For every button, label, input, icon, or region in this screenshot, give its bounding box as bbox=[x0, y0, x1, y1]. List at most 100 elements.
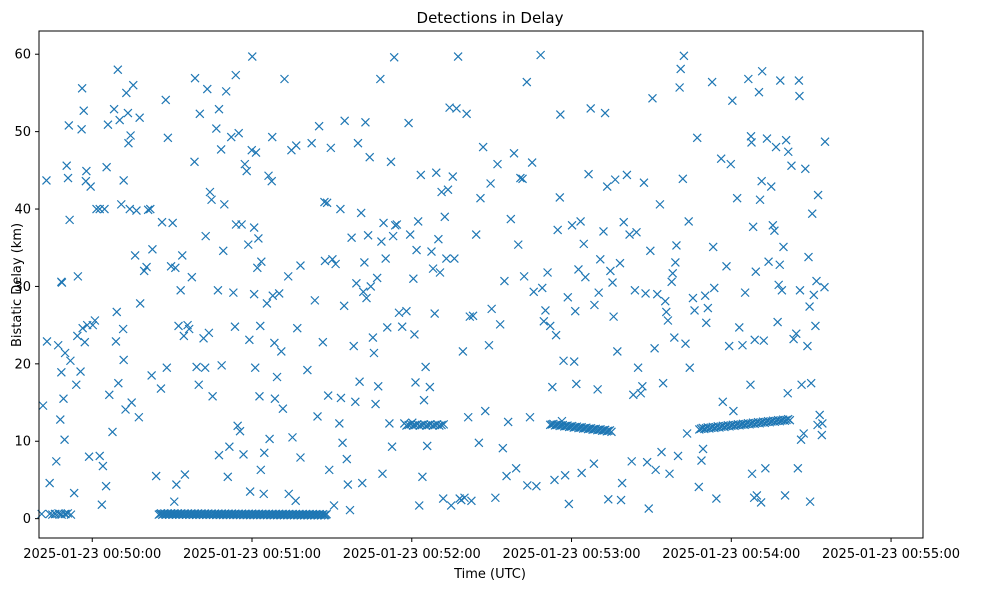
data-point bbox=[88, 320, 98, 330]
data-point bbox=[90, 316, 100, 325]
data-point bbox=[636, 388, 646, 398]
data-point bbox=[807, 209, 817, 219]
data-point bbox=[379, 218, 388, 228]
data-point bbox=[65, 215, 75, 225]
data-point bbox=[127, 398, 137, 407]
data-point bbox=[357, 478, 367, 488]
data-point bbox=[245, 487, 255, 496]
data-point bbox=[593, 384, 603, 394]
data-point bbox=[176, 285, 186, 295]
data-point bbox=[45, 478, 55, 488]
data-point bbox=[727, 96, 737, 106]
data-point bbox=[579, 239, 589, 249]
data-point bbox=[602, 182, 612, 192]
data-point bbox=[627, 456, 637, 466]
data-point bbox=[815, 410, 825, 420]
data-point bbox=[249, 223, 259, 233]
data-point bbox=[612, 347, 622, 356]
data-point bbox=[151, 471, 161, 481]
data-point bbox=[751, 267, 761, 277]
data-point bbox=[42, 175, 51, 185]
data-point bbox=[817, 430, 827, 440]
data-point bbox=[700, 291, 710, 301]
data-point bbox=[345, 505, 355, 515]
data-point bbox=[707, 77, 717, 87]
data-point bbox=[278, 404, 288, 414]
data-point bbox=[324, 465, 334, 475]
data-point bbox=[506, 214, 516, 224]
data-point bbox=[433, 234, 443, 244]
data-point bbox=[553, 225, 563, 235]
data-point bbox=[658, 378, 668, 388]
data-point bbox=[551, 330, 561, 340]
data-point bbox=[125, 204, 135, 214]
data-point bbox=[291, 141, 301, 150]
data-point bbox=[678, 174, 688, 184]
data-point bbox=[453, 52, 463, 61]
data-point bbox=[387, 442, 397, 452]
data-point bbox=[314, 121, 324, 131]
data-point bbox=[616, 495, 626, 505]
data-point bbox=[768, 220, 778, 230]
data-point bbox=[759, 336, 769, 346]
data-point bbox=[813, 190, 823, 200]
data-point bbox=[362, 293, 371, 303]
data-point bbox=[143, 205, 153, 215]
data-point bbox=[701, 318, 711, 328]
data-point bbox=[194, 380, 204, 390]
data-point bbox=[625, 230, 635, 239]
data-point bbox=[226, 132, 236, 142]
data-point bbox=[247, 52, 257, 61]
y-tick-label: 40 bbox=[14, 203, 31, 218]
data-point bbox=[569, 357, 579, 366]
data-point bbox=[95, 451, 105, 461]
data-point bbox=[66, 510, 76, 520]
data-point bbox=[560, 470, 570, 480]
data-point bbox=[541, 306, 550, 315]
y-tick-label: 20 bbox=[14, 357, 31, 372]
data-point bbox=[672, 240, 681, 250]
data-point bbox=[468, 311, 478, 321]
data-point bbox=[375, 74, 385, 84]
data-point bbox=[644, 504, 654, 514]
data-point bbox=[179, 331, 189, 341]
chart-title: Detections in Delay bbox=[417, 9, 564, 27]
data-point bbox=[820, 137, 830, 147]
data-point bbox=[353, 138, 363, 148]
data-point bbox=[347, 233, 357, 243]
data-point bbox=[661, 307, 671, 317]
data-point bbox=[118, 324, 128, 334]
data-point bbox=[256, 465, 266, 475]
data-point bbox=[665, 469, 674, 479]
data-point bbox=[559, 356, 568, 366]
data-point bbox=[218, 246, 228, 256]
data-point bbox=[590, 300, 599, 310]
data-point bbox=[336, 393, 346, 403]
data-point bbox=[755, 195, 765, 205]
data-point bbox=[543, 268, 552, 277]
data-point bbox=[685, 363, 695, 373]
y-tick-label: 50 bbox=[14, 125, 31, 140]
data-point bbox=[777, 285, 787, 295]
data-point bbox=[608, 278, 617, 287]
data-point bbox=[240, 159, 250, 169]
data-point bbox=[187, 272, 197, 282]
data-point bbox=[262, 299, 272, 308]
x-tick-label: 2025-01-23 00:53:00 bbox=[502, 547, 640, 562]
data-point bbox=[291, 496, 301, 506]
data-point bbox=[402, 306, 411, 316]
data-point bbox=[77, 83, 87, 93]
data-point bbox=[437, 420, 446, 430]
data-point bbox=[663, 316, 673, 325]
data-point bbox=[251, 148, 261, 157]
data-point bbox=[471, 230, 481, 239]
data-point bbox=[388, 231, 398, 241]
data-point bbox=[487, 304, 497, 314]
data-point bbox=[628, 390, 638, 400]
data-point bbox=[774, 280, 784, 290]
data-point bbox=[773, 317, 783, 327]
data-point bbox=[130, 251, 140, 260]
data-point bbox=[669, 333, 679, 342]
data-point bbox=[764, 257, 773, 267]
data-point bbox=[417, 472, 427, 482]
